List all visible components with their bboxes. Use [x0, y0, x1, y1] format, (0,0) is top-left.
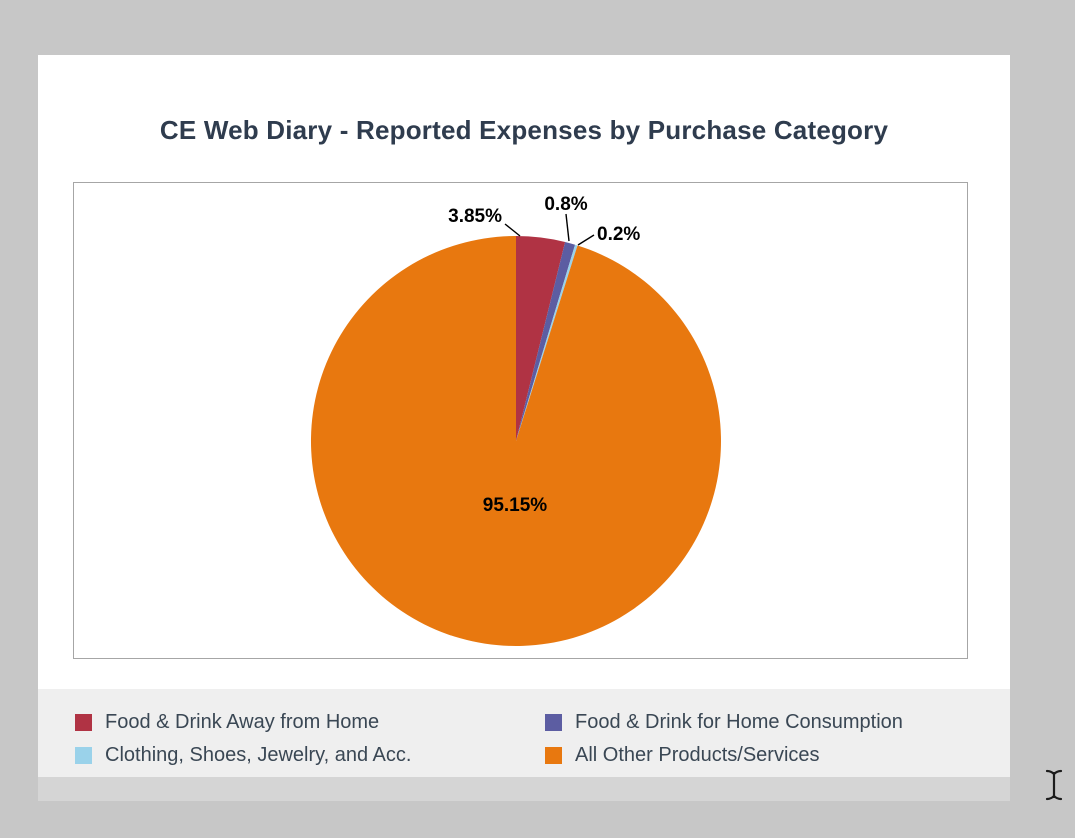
- label-leader-line: [565, 213, 570, 242]
- pie-data-label: 95.15%: [483, 495, 548, 516]
- pie-slice-1: [516, 241, 576, 441]
- chart-legend: Food & Drink Away from Home Food & Drink …: [38, 689, 1010, 777]
- legend-item-label: All Other Products/Services: [575, 744, 820, 766]
- legend-item-label: Clothing, Shoes, Jewelry, and Acc.: [105, 744, 412, 766]
- pie-slice-3: [310, 236, 721, 646]
- report-card: CE Web Diary - Reported Expenses by Purc…: [38, 55, 1010, 801]
- pie-data-label: 3.85%: [448, 206, 502, 227]
- legend-item: Clothing, Shoes, Jewelry, and Acc.: [75, 744, 545, 767]
- legend-item-label: Food & Drink for Home Consumption: [575, 711, 903, 733]
- legend-item: All Other Products/Services: [545, 744, 1010, 767]
- pie-data-label: 0.8%: [544, 194, 587, 215]
- legend-item-label: Food & Drink Away from Home: [105, 711, 380, 733]
- legend-color-swatch-icon: [545, 714, 562, 731]
- pie-chart: 3.85% 0.8% 0.2% 95.15%: [310, 194, 721, 646]
- legend-color-swatch-icon: [545, 747, 562, 764]
- legend-color-swatch-icon: [75, 747, 92, 764]
- label-leader-line: [577, 234, 595, 246]
- label-leader-line: [504, 223, 521, 237]
- pie-data-label: 0.2%: [597, 224, 640, 245]
- legend-item: Food & Drink for Home Consumption: [545, 711, 1010, 734]
- pie-slice-2: [516, 244, 578, 441]
- legend-color-swatch-icon: [75, 714, 92, 731]
- chart-title: CE Web Diary - Reported Expenses by Purc…: [159, 115, 889, 145]
- card-footer-band: [38, 777, 1010, 801]
- i-beam-cursor: [1045, 769, 1063, 801]
- legend-item: Food & Drink Away from Home: [75, 711, 545, 734]
- plot-area: 3.85% 0.8% 0.2% 95.15%: [73, 182, 968, 659]
- pie-slice-0: [516, 236, 566, 441]
